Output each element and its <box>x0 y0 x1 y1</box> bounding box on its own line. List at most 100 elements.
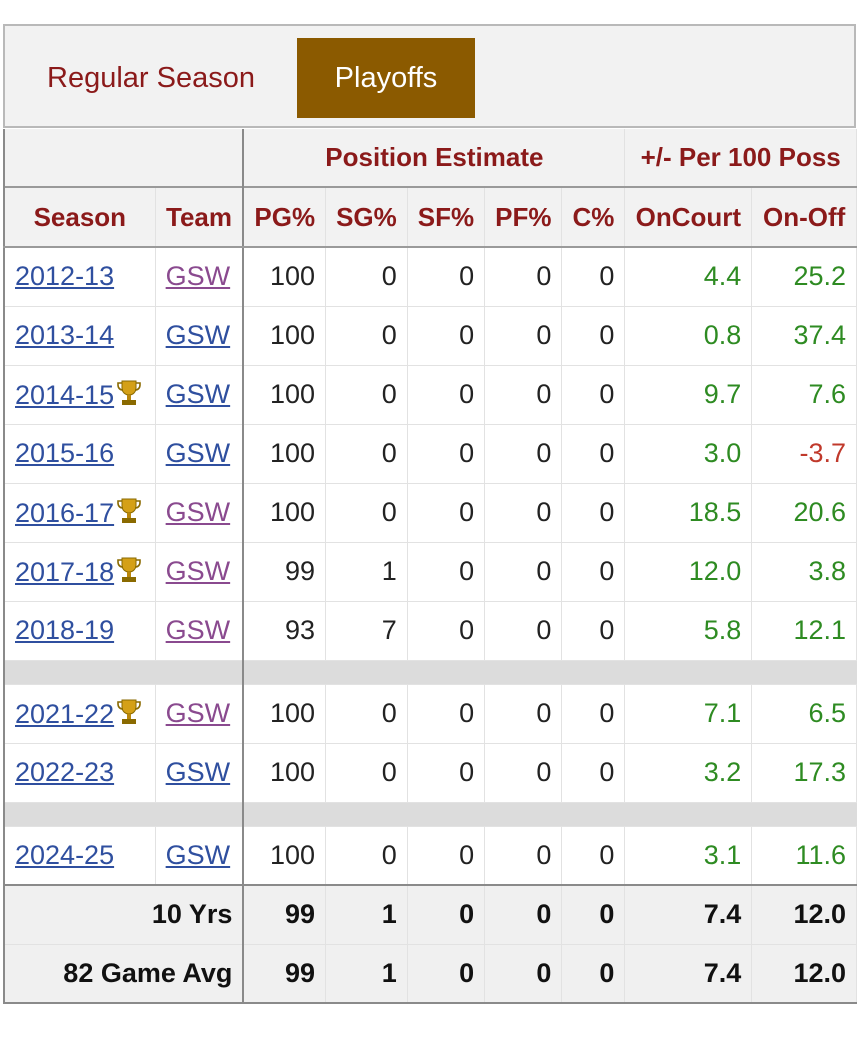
oncourt-cell: 3.2 <box>624 743 753 803</box>
season-link[interactable]: 2017-18 <box>15 556 115 587</box>
tab-regular-season[interactable]: Regular Season <box>47 62 255 94</box>
sf-pct-cell: 0 <box>407 601 486 661</box>
team-link[interactable]: GSW <box>165 556 231 586</box>
on-off-cell: 20.6 <box>751 483 857 543</box>
oncourt-cell: 7.4 <box>624 884 753 945</box>
column-header-oncourt[interactable]: OnCourt <box>624 186 753 248</box>
season-cell: 2012-13 <box>2 247 156 307</box>
team-link[interactable]: GSW <box>165 615 231 645</box>
on-off-cell: -3.7 <box>751 424 857 484</box>
team-link[interactable]: GSW <box>165 320 231 350</box>
c-pct-cell: 0 <box>561 826 626 886</box>
table-row: 2016-17 GSW 100 0 0 0 0 18.5 20.6 <box>2 483 857 543</box>
team-cell: GSW <box>155 743 245 803</box>
sg-pct-cell: 0 <box>325 826 408 886</box>
season-link[interactable]: 2012-13 <box>15 261 115 292</box>
sg-pct-cell: 0 <box>325 365 408 425</box>
column-header-on-off[interactable]: On-Off <box>751 186 857 248</box>
season-link[interactable]: 2021-22 <box>15 698 115 729</box>
column-header-pg-[interactable]: PG% <box>243 186 327 248</box>
sg-pct-cell: 1 <box>325 944 408 1004</box>
position-stats-table: Position Estimate +/- Per 100 Poss Seaso… <box>2 129 857 1004</box>
oncourt-cell: 7.4 <box>624 944 753 1004</box>
column-header-season[interactable]: Season <box>2 186 156 248</box>
pg-pct-cell: 100 <box>243 483 327 543</box>
c-pct-cell: 0 <box>561 601 626 661</box>
team-link[interactable]: GSW <box>165 438 231 468</box>
oncourt-cell: 3.0 <box>624 424 753 484</box>
table-row: 2012-13 GSW 100 0 0 0 0 4.4 25.2 <box>2 247 857 307</box>
summary-label: 10 Yrs <box>2 884 245 945</box>
column-header-c-[interactable]: C% <box>561 186 626 248</box>
summary-label: 82 Game Avg <box>2 944 245 1004</box>
team-cell: GSW <box>155 247 245 307</box>
oncourt-cell: 12.0 <box>624 542 753 602</box>
season-link[interactable]: 2024-25 <box>15 839 115 870</box>
season-cell: 2015-16 <box>2 424 156 484</box>
season-link[interactable]: 2013-14 <box>15 320 115 350</box>
sf-pct-cell: 0 <box>407 542 486 602</box>
sg-pct-cell: 0 <box>325 424 408 484</box>
on-off-cell: 6.5 <box>751 684 857 744</box>
pf-pct-cell: 0 <box>484 684 563 744</box>
c-pct-cell: 0 <box>561 306 626 366</box>
season-cell: 2022-23 <box>2 743 156 803</box>
season-cell: 2013-14 <box>2 306 156 366</box>
season-link[interactable]: 2014-15 <box>15 379 115 410</box>
team-cell: GSW <box>155 684 245 744</box>
season-link[interactable]: 2016-17 <box>15 497 115 528</box>
pg-pct-cell: 100 <box>243 743 327 803</box>
team-link[interactable]: GSW <box>165 261 231 292</box>
oncourt-cell: 4.4 <box>624 247 753 307</box>
team-link[interactable]: GSW <box>165 839 231 870</box>
pg-pct-cell: 100 <box>243 365 327 425</box>
team-link[interactable]: GSW <box>165 379 231 409</box>
team-cell: GSW <box>155 601 245 661</box>
pf-pct-cell: 0 <box>484 483 563 543</box>
pf-pct-cell: 0 <box>484 365 563 425</box>
table-row: 2014-15 GSW 100 0 0 0 0 9.7 7.6 <box>2 365 857 425</box>
team-link[interactable]: GSW <box>165 698 231 728</box>
trophy-icon <box>117 557 141 582</box>
oncourt-cell: 3.1 <box>624 826 753 886</box>
on-off-cell: 12.0 <box>751 944 857 1004</box>
column-header-pf-[interactable]: PF% <box>484 186 563 248</box>
c-pct-cell: 0 <box>561 247 626 307</box>
c-pct-cell: 0 <box>561 424 626 484</box>
sg-pct-cell: 0 <box>325 483 408 543</box>
column-header-row: Season Team PG% SG% SF% PF% C% OnCourt On-Off <box>2 186 857 248</box>
pg-pct-cell: 100 <box>243 247 327 307</box>
summary-row: 82 Game Avg 99 1 0 0 0 7.4 12.0 <box>2 944 857 1004</box>
sg-pct-cell: 0 <box>325 743 408 803</box>
column-header-sg-[interactable]: SG% <box>325 186 408 248</box>
separator-cell <box>243 802 857 827</box>
summary-row: 10 Yrs 99 1 0 0 0 7.4 12.0 <box>2 884 857 945</box>
team-link[interactable]: GSW <box>165 497 231 527</box>
sg-pct-cell: 0 <box>325 247 408 307</box>
pf-pct-cell: 0 <box>484 424 563 484</box>
pg-pct-cell: 93 <box>243 601 327 661</box>
c-pct-cell: 0 <box>561 684 626 744</box>
pf-pct-cell: 0 <box>484 247 563 307</box>
team-cell: GSW <box>155 483 245 543</box>
sf-pct-cell: 0 <box>407 826 486 886</box>
team-link[interactable]: GSW <box>165 757 231 787</box>
column-header-sf-[interactable]: SF% <box>407 186 486 248</box>
trophy-icon <box>117 699 141 724</box>
season-cell: 2016-17 <box>2 483 156 543</box>
season-link[interactable]: 2015-16 <box>15 438 115 468</box>
table-row: 2013-14 GSW 100 0 0 0 0 0.8 37.4 <box>2 306 857 366</box>
tab-playoffs[interactable]: Playoffs <box>297 38 475 118</box>
season-link[interactable]: 2018-19 <box>15 615 115 645</box>
table-row: 2017-18 GSW 99 1 0 0 0 12.0 3.8 <box>2 542 857 602</box>
sf-pct-cell: 0 <box>407 483 486 543</box>
sf-pct-cell: 0 <box>407 247 486 307</box>
season-link[interactable]: 2022-23 <box>15 757 115 787</box>
row-separator <box>2 660 857 685</box>
team-cell: GSW <box>155 365 245 425</box>
pf-pct-cell: 0 <box>484 944 563 1004</box>
oncourt-cell: 18.5 <box>624 483 753 543</box>
column-header-team[interactable]: Team <box>155 186 245 248</box>
team-cell: GSW <box>155 542 245 602</box>
sg-pct-cell: 1 <box>325 542 408 602</box>
